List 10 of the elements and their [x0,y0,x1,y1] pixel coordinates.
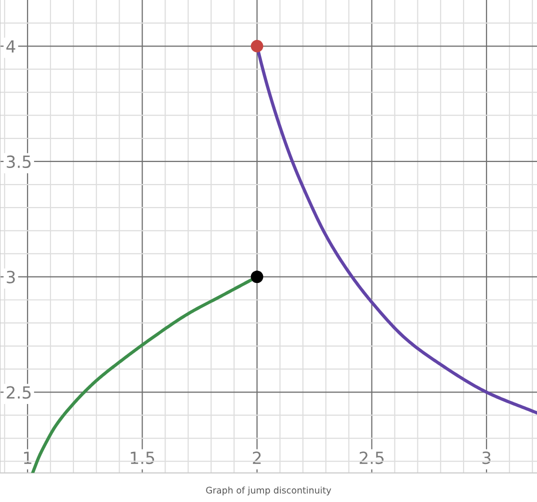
x-tick-label: 2 [252,451,261,464]
y-tick-label: 3 [6,270,15,284]
x-tick-label: 1.5 [130,452,154,464]
y-tick-label: 3.5 [6,155,31,168]
y-tick-label: 4 [6,40,16,52]
y-tick-label: 2.5 [6,386,31,399]
x-tick-label: 1 [24,452,32,464]
x-tick-label: 3 [482,451,490,464]
text: Graph of jump discontinuity [206,486,332,496]
x-tick-label: 2.5 [360,451,384,464]
